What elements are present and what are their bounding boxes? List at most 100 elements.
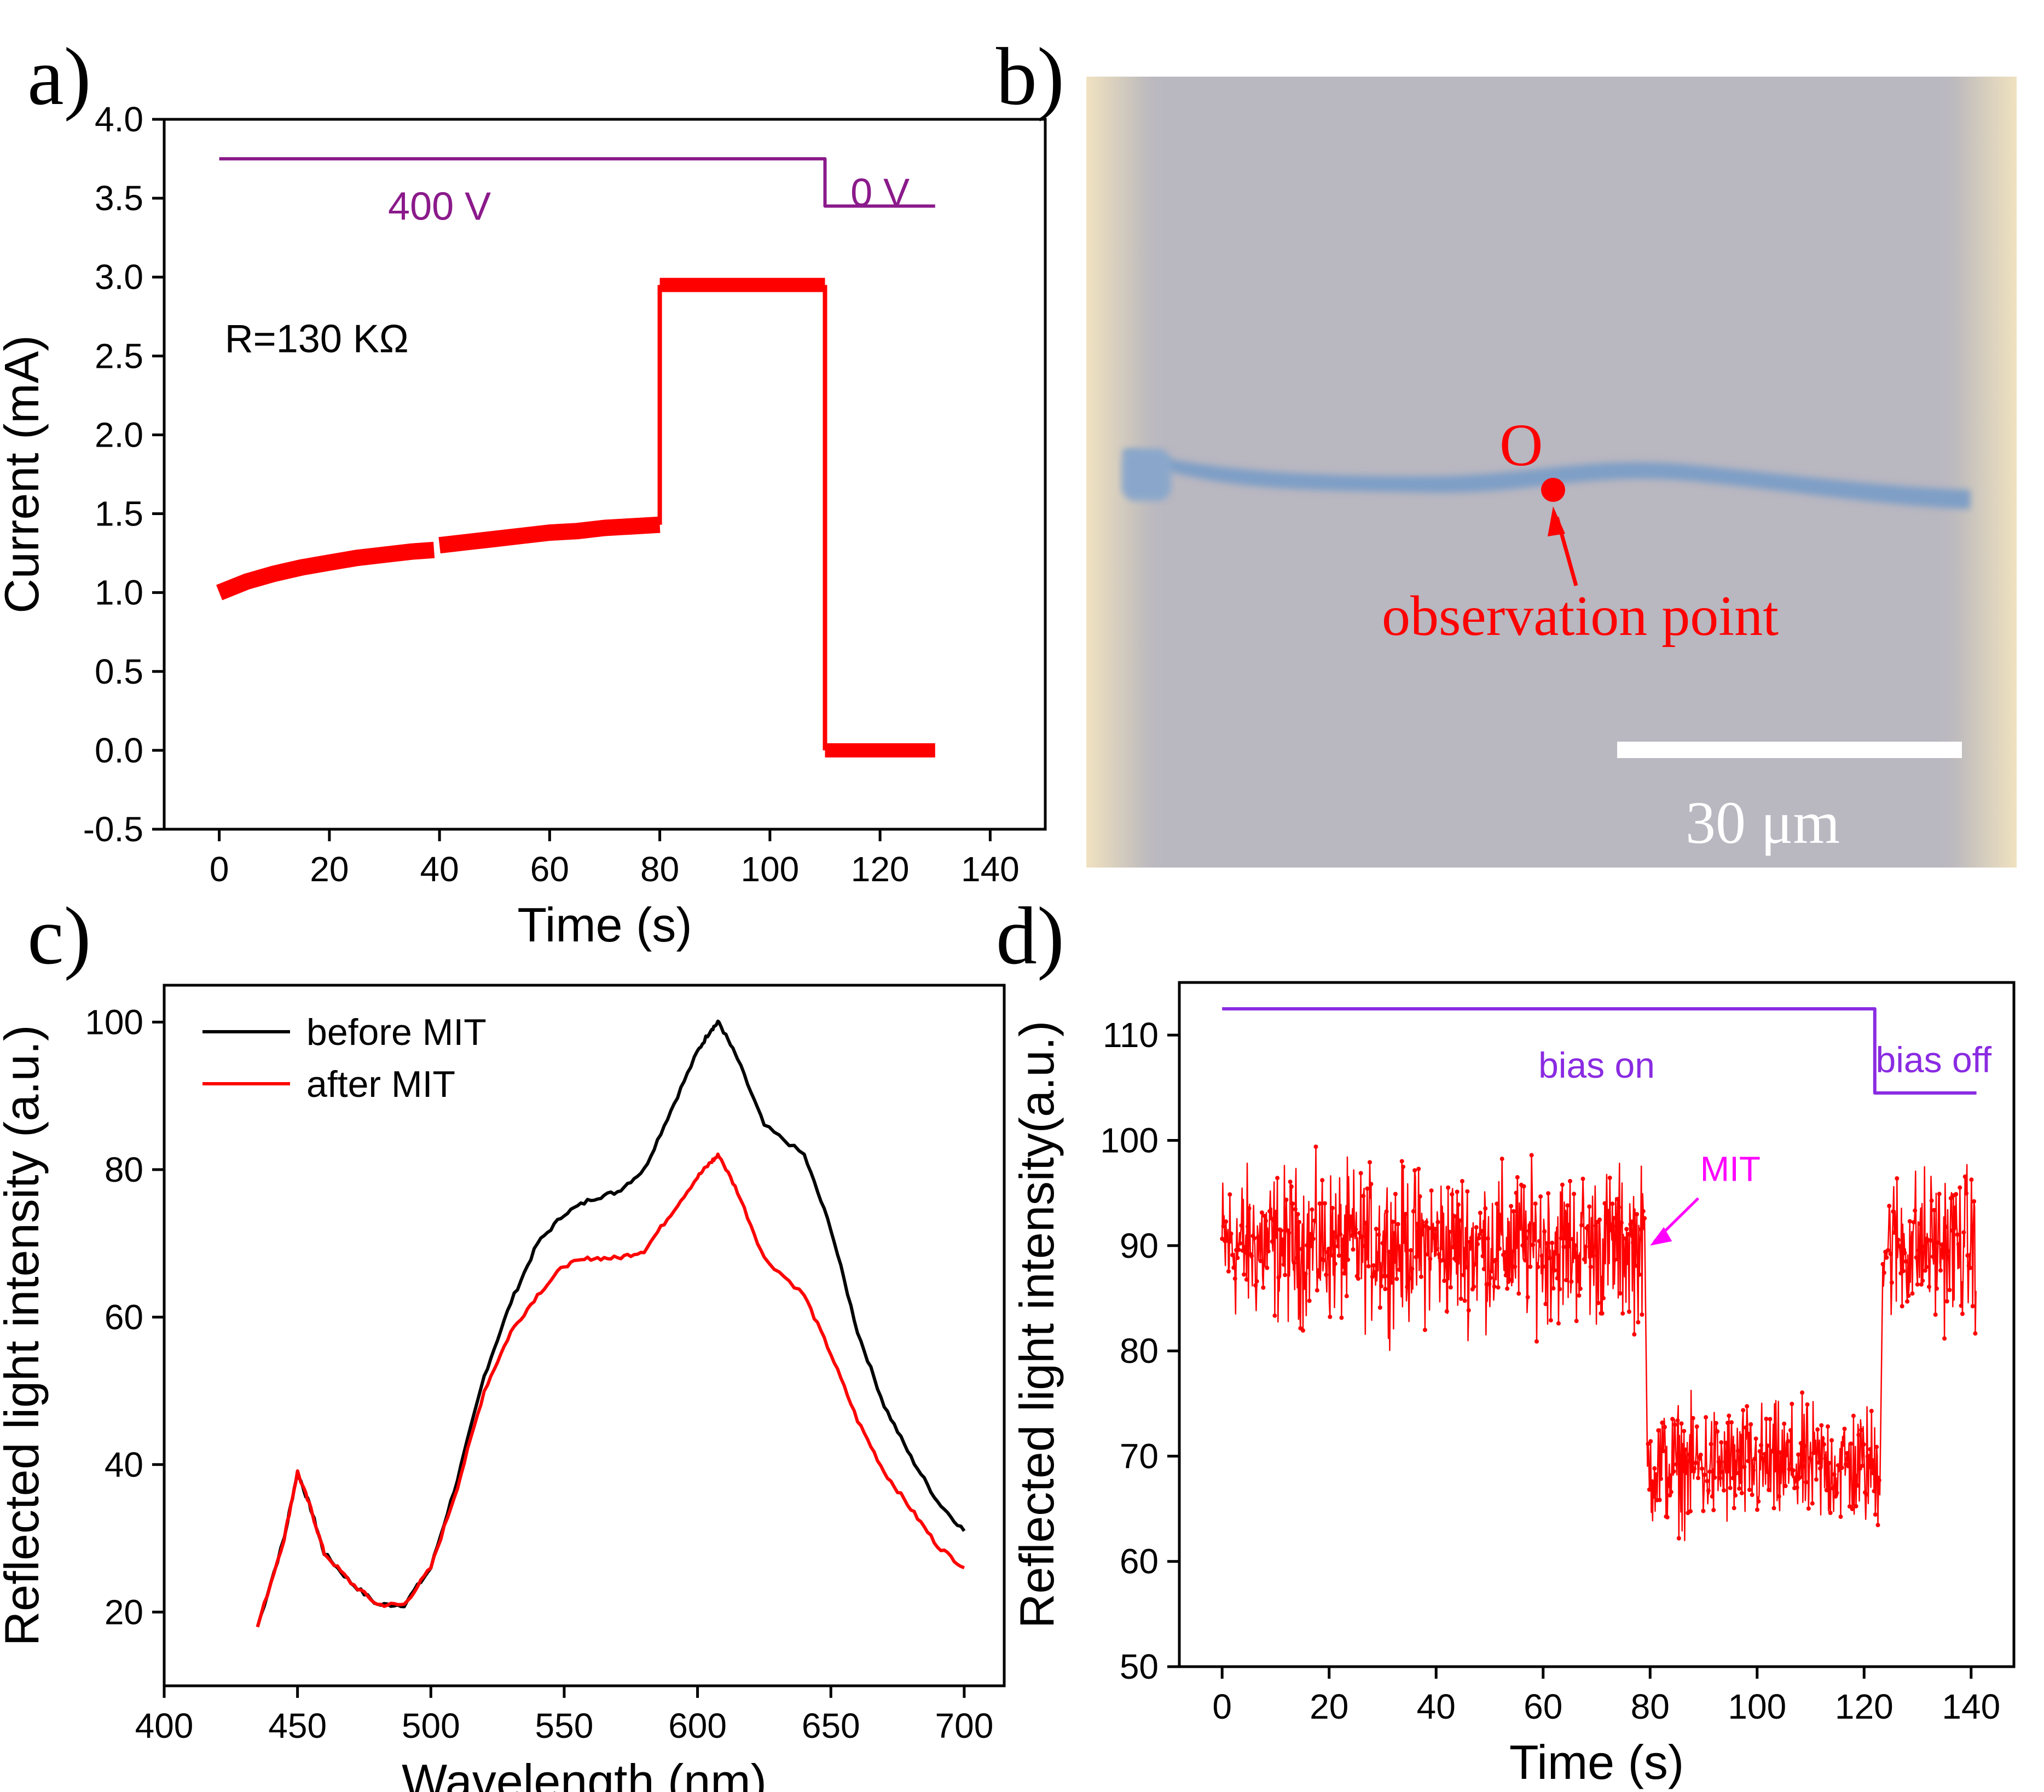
intensity-point (1497, 1246, 1502, 1251)
intensity-point (1288, 1180, 1293, 1184)
intensity-point (1578, 1286, 1583, 1291)
intensity-point (1875, 1523, 1880, 1528)
intensity-point (1227, 1192, 1232, 1197)
intensity-point (1541, 1264, 1545, 1269)
intensity-point (1724, 1441, 1729, 1446)
intensity-point (1515, 1175, 1520, 1180)
intensity-point (1797, 1475, 1802, 1480)
intensity-point (1856, 1432, 1861, 1437)
intensity-point (1316, 1270, 1321, 1275)
panel-label-d: d) (996, 891, 1064, 981)
annotation-400v: 400 V (388, 185, 491, 229)
intensity-point (1931, 1254, 1935, 1259)
intensity-point (1938, 1268, 1943, 1273)
intensity-point (1642, 1216, 1647, 1221)
intensity-point (1700, 1466, 1705, 1471)
intensity-point (1958, 1185, 1962, 1190)
intensity-point (1756, 1499, 1761, 1504)
intensity-point (1929, 1198, 1934, 1203)
intensity-point (1638, 1227, 1643, 1232)
intensity-point (1383, 1287, 1388, 1291)
intensity-point (1348, 1214, 1353, 1219)
intensity-point (1253, 1283, 1258, 1288)
annotation-bias-off: bias off (1876, 1039, 1992, 1080)
intensity-point (1312, 1218, 1317, 1223)
series-current-segment (216, 541, 435, 600)
intensity-point (1711, 1507, 1716, 1512)
intensity-point (1379, 1284, 1384, 1288)
intensity-point (1773, 1468, 1777, 1473)
intensity-point (1561, 1245, 1566, 1250)
intensity-point (1860, 1463, 1865, 1468)
intensity-point (1587, 1204, 1592, 1209)
intensity-point (1473, 1262, 1478, 1267)
intensity-point (1481, 1267, 1486, 1271)
intensity-point (1706, 1488, 1711, 1493)
intensity-point (1793, 1479, 1798, 1484)
intensity-point (1964, 1191, 1968, 1196)
intensity-point (1357, 1230, 1362, 1235)
intensity-point (1901, 1269, 1906, 1274)
intensity-point (1651, 1482, 1655, 1487)
chart-d-ytick-label: 70 (1120, 1436, 1159, 1476)
chart-d-xtick-label: 80 (1631, 1687, 1670, 1726)
intensity-point (1698, 1453, 1703, 1457)
intensity-point (1617, 1205, 1622, 1210)
intensity-point (1456, 1202, 1461, 1207)
intensity-point (1439, 1246, 1444, 1251)
intensity-point (1252, 1236, 1256, 1241)
intensity-point (1613, 1257, 1618, 1262)
intensity-point (1276, 1275, 1281, 1280)
intensity-point (1229, 1231, 1234, 1236)
intensity-point (1943, 1224, 1948, 1229)
intensity-point (1324, 1273, 1329, 1277)
intensity-point (1679, 1421, 1684, 1426)
intensity-point (1344, 1293, 1349, 1298)
intensity-point (1458, 1296, 1463, 1301)
intensity-point (1577, 1293, 1582, 1298)
intensity-point (1326, 1246, 1331, 1251)
intensity-point (1790, 1402, 1794, 1406)
intensity-point (1669, 1489, 1674, 1494)
intensity-point (1702, 1472, 1707, 1477)
intensity-point (1565, 1203, 1570, 1208)
intensity-point (1857, 1466, 1862, 1471)
intensity-point (1653, 1472, 1658, 1477)
chart-a-ytick-label: 0.0 (95, 731, 143, 770)
intensity-point (1377, 1305, 1382, 1310)
intensity-point (1562, 1236, 1567, 1241)
intensity-point (1961, 1230, 1966, 1235)
intensity-point (1850, 1506, 1855, 1511)
intensity-point (1834, 1490, 1839, 1495)
intensity-point (1734, 1471, 1739, 1476)
chart-c-xtick-label: 600 (668, 1706, 727, 1745)
intensity-point (1786, 1439, 1791, 1444)
chart-a: 0 20 40 60 80 100 120 140 -0.5 0.0 0.5 1.0 1.5 2.0 2.5… (0, 100, 1047, 952)
intensity-point (1716, 1459, 1721, 1464)
intensity-point (1371, 1263, 1376, 1268)
intensity-point (1448, 1285, 1453, 1290)
intensity-point (1373, 1270, 1377, 1275)
intensity-point (1602, 1201, 1607, 1206)
intensity-point (1973, 1331, 1978, 1336)
intensity-point (1392, 1231, 1397, 1236)
intensity-point (1443, 1259, 1448, 1264)
intensity-point (1861, 1442, 1866, 1447)
intensity-point (1267, 1209, 1272, 1213)
intensity-point (1787, 1467, 1792, 1472)
intensity-point (1855, 1483, 1860, 1488)
intensity-point (1615, 1196, 1620, 1201)
intensity-point (1854, 1504, 1858, 1508)
intensity-point (1849, 1441, 1854, 1446)
intensity-point (1580, 1176, 1585, 1181)
intensity-point (1936, 1240, 1941, 1245)
intensity-point (1331, 1230, 1336, 1235)
intensity-point (1393, 1192, 1398, 1196)
intensity-point (1353, 1227, 1358, 1232)
chart-d-xtick-label: 60 (1524, 1687, 1562, 1726)
intensity-point (1846, 1464, 1851, 1469)
intensity-point (1624, 1227, 1629, 1232)
intensity-point (1768, 1417, 1773, 1421)
intensity-point (1814, 1477, 1819, 1482)
intensity-point (1597, 1217, 1602, 1222)
